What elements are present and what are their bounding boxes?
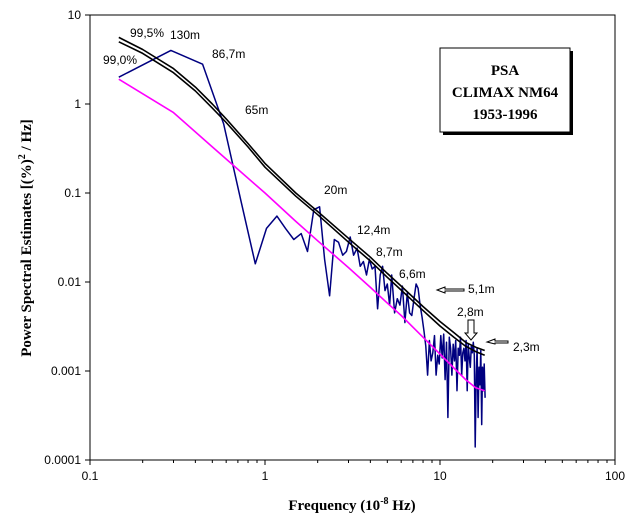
x-axis-title-tail: Hz)	[389, 498, 416, 514]
info-box-line-2: CLIMAX NM64	[452, 85, 559, 101]
y-tick-label: 10	[68, 8, 82, 22]
y-axis-title-tail: / Hz]	[19, 119, 35, 154]
annotation-2-8m: 2,8m	[457, 305, 484, 319]
x-tick-label: 10	[433, 469, 447, 483]
y-tick-label: 0.0001	[44, 453, 81, 467]
annotation-20m: 20m	[324, 183, 347, 197]
y-tick-label: 0.01	[58, 275, 82, 289]
series-line-1	[118, 36, 485, 352]
y-tick-label: 1	[74, 97, 81, 111]
x-tick-label: 1	[262, 469, 269, 483]
x-axis-title-sup: -8	[380, 496, 388, 507]
annotation-130m: 130m	[170, 28, 200, 42]
x-tick-label: 100	[605, 469, 625, 483]
info-box-line-1: PSA	[491, 63, 520, 79]
y-tick-label: 0.1	[64, 186, 81, 200]
y-axis-title-sup: 2	[17, 154, 28, 159]
plot-area	[89, 14, 616, 461]
x-tick-label: 0.1	[82, 469, 99, 483]
annotation-12-4m: 12,4m	[357, 223, 390, 237]
annotation-8-7m: 8,7m	[376, 245, 403, 259]
y-axis-title-main: Power Spectral Estimates [(%)	[19, 159, 35, 357]
info-box-frame	[439, 47, 571, 133]
annotation-6-6m: 6,6m	[399, 267, 426, 281]
series-line-3	[118, 78, 485, 392]
annotation-5-1m: 5,1m	[468, 282, 495, 296]
arrow-2-3m-icon	[485, 338, 509, 345]
annotation-65m: 65m	[245, 103, 268, 117]
annotation-99-5: 99,5%	[130, 26, 164, 40]
y-tick-label: 0.001	[51, 364, 81, 378]
info-box-line-3: 1953-1996	[473, 107, 538, 123]
x-axis-title-main: Frequency (10	[288, 498, 380, 514]
annotation-99-0: 99,0%	[103, 53, 137, 67]
y-axis-title: Power Spectral Estimates [(%)2 / Hz]	[17, 119, 35, 357]
annotation-2-3m: 2,3m	[513, 340, 540, 354]
annotation-86-7m: 86,7m	[212, 47, 245, 61]
info-box: PSA CLIMAX NM64 1953-1996	[439, 47, 573, 135]
axis-ticks: 0.1 1 10 100 0.0001 0.001 0.01 0.1 1 10	[44, 8, 625, 483]
x-axis-title: Frequency (10-8 Hz)	[288, 496, 415, 514]
plot-border	[89, 14, 616, 461]
arrow-2-8m-icon	[463, 319, 479, 341]
annotations: 99,5% 130m 99,0% 86,7m 65m 20m 12,4m 8,7…	[103, 26, 540, 354]
series-layer	[118, 36, 486, 448]
series-line-2	[118, 41, 486, 357]
arrow-5-1m-icon	[435, 286, 465, 294]
